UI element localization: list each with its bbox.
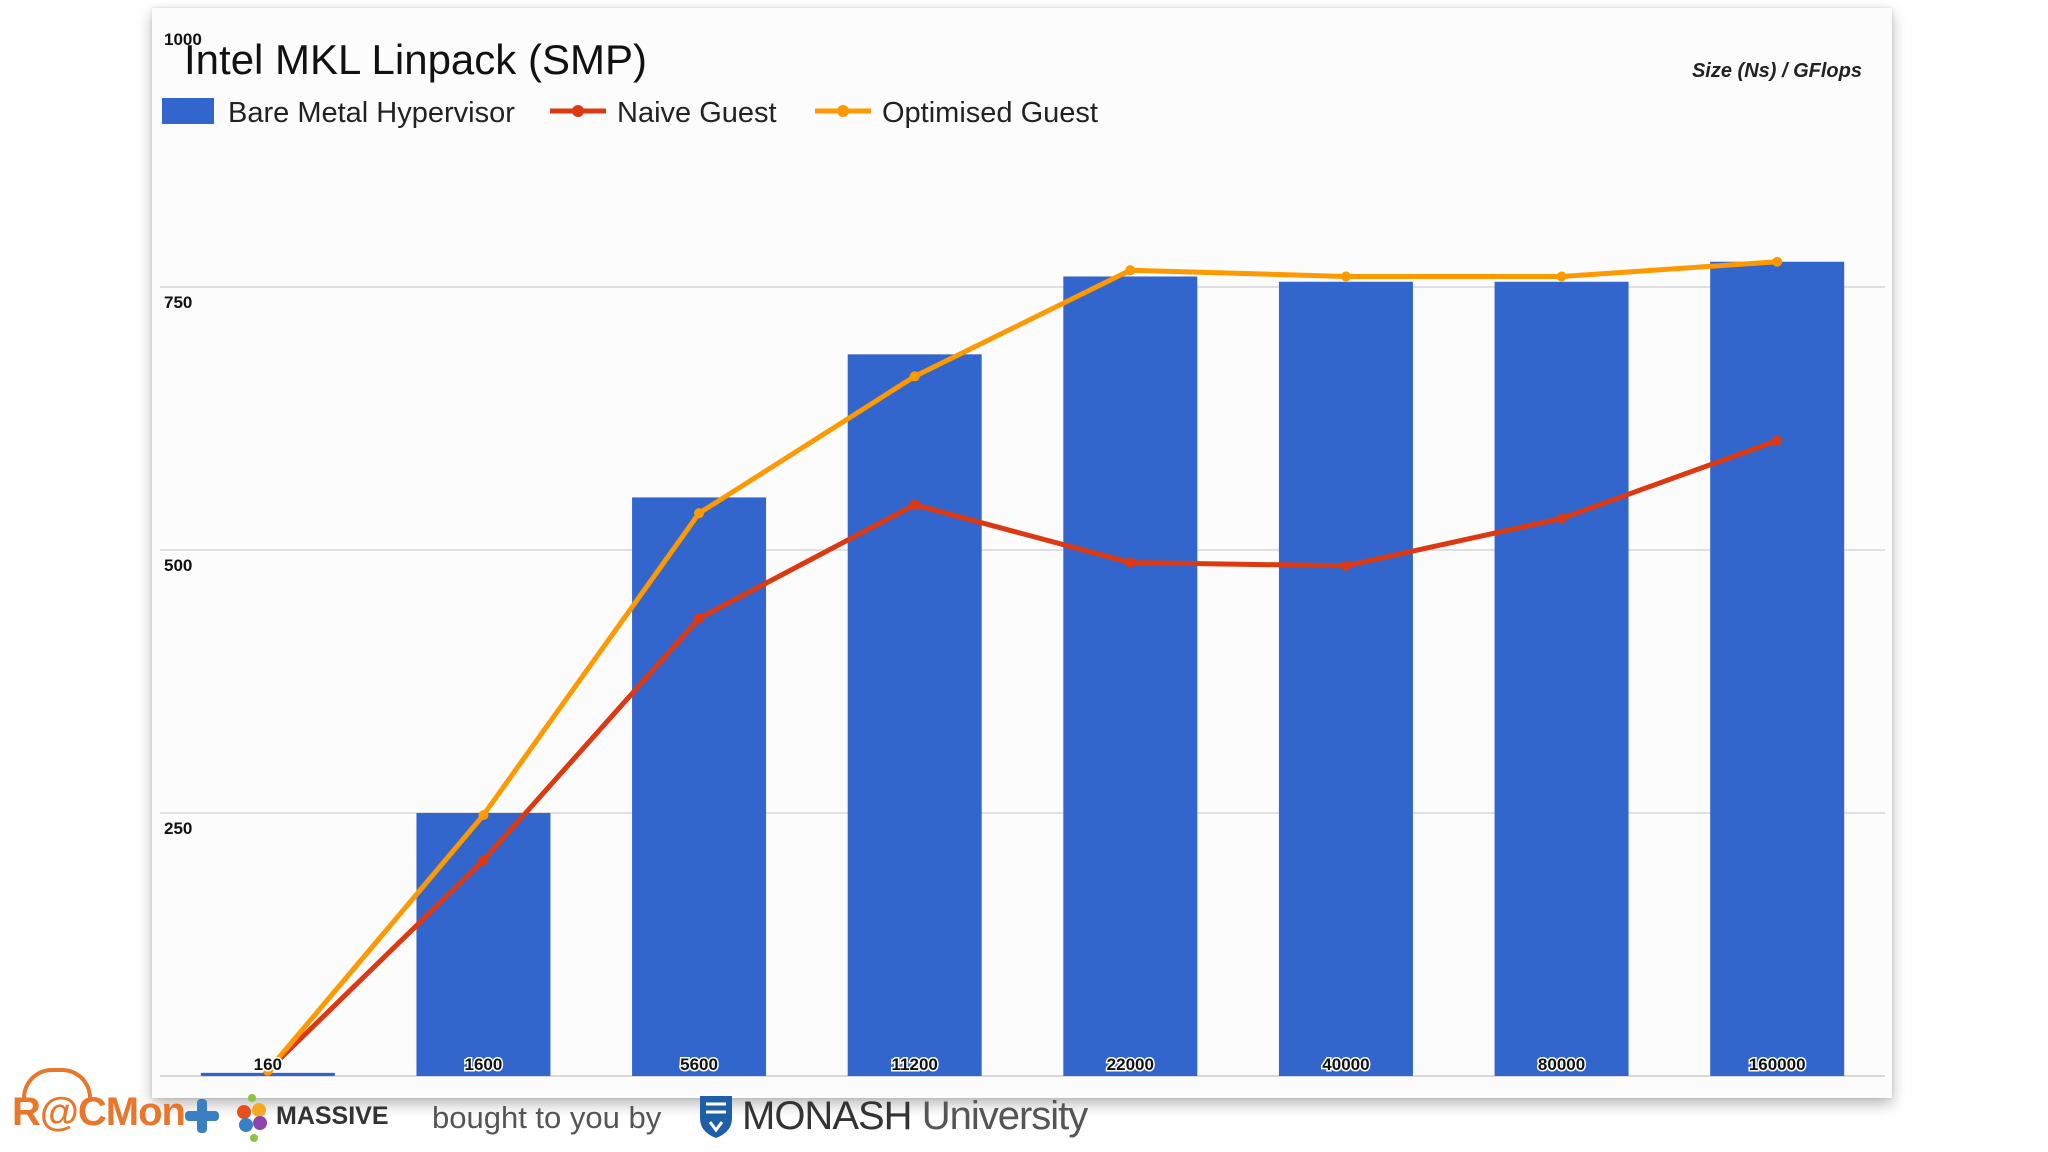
monash-crest-icon: [700, 1096, 732, 1138]
x-tick-label-5600: 5600: [680, 1055, 718, 1074]
legend: Bare Metal Hypervisor Naive Guest Optimi…: [162, 97, 1098, 129]
point-naive-guest-1600: [478, 855, 489, 866]
bar-11200: [847, 354, 982, 1076]
bar-5600: [632, 497, 767, 1076]
plus-icon: [185, 1099, 219, 1133]
legend-label-bare-metal: Bare Metal Hypervisor: [228, 97, 515, 129]
x-tick-label-40000: 40000: [1322, 1055, 1369, 1074]
point-naive-guest-5600: [694, 613, 705, 624]
legend-label-optimised-guest: Optimised Guest: [882, 97, 1098, 129]
point-naive-guest-160000: [1772, 435, 1783, 446]
x-tick-label-160000: 160000: [1749, 1055, 1806, 1074]
y-tick-label-1000: 1000: [164, 30, 202, 49]
legend-swatch-bare-metal: [162, 98, 214, 124]
legend-marker-naive-guest: [572, 105, 584, 117]
point-optimised-guest-11200: [909, 371, 920, 382]
bar-80000: [1494, 281, 1629, 1076]
point-naive-guest-40000: [1340, 560, 1351, 571]
bar-40000: [1278, 281, 1413, 1076]
axis-note: Size (Ns) / GFlops: [1692, 60, 1862, 82]
footer: R@CMon MASSIVE bought to you by MONASH U…: [0, 1060, 2048, 1152]
y-tick-label-250: 250: [164, 819, 192, 838]
bar-22000: [1063, 276, 1198, 1077]
bar-160000: [1710, 261, 1845, 1076]
line-naive-guest: [266, 438, 1779, 1073]
point-naive-guest-11200: [909, 499, 920, 510]
x-tick-label-1600: 1600: [465, 1055, 503, 1074]
monash-university-logo: MONASH University: [742, 1094, 1089, 1139]
massive-logo-icon: [237, 1094, 267, 1142]
monash-word: MONASH: [742, 1094, 913, 1138]
point-optimised-guest-22000: [1125, 265, 1136, 276]
point-optimised-guest-80000: [1556, 271, 1567, 282]
chart-title: Intel MKL Linpack (SMP): [184, 36, 647, 83]
y-tick-label-750: 750: [164, 293, 192, 312]
point-naive-guest-80000: [1556, 513, 1567, 524]
point-optimised-guest-160: [262, 1065, 273, 1076]
y-tick-label-500: 500: [164, 556, 192, 575]
x-tick-label-80000: 80000: [1538, 1055, 1585, 1074]
university-word: University: [921, 1094, 1089, 1138]
point-naive-guest-22000: [1125, 557, 1136, 568]
massive-logo-text: MASSIVE: [276, 1102, 389, 1130]
legend-label-naive-guest: Naive Guest: [617, 97, 777, 129]
point-optimised-guest-1600: [478, 810, 489, 821]
line-optimised-guest: [265, 259, 1778, 1073]
legend-marker-optimised-guest: [837, 105, 849, 117]
bar-1600: [416, 813, 551, 1076]
point-optimised-guest-40000: [1340, 271, 1351, 282]
racmon-logo: R@CMon: [12, 1090, 186, 1134]
bought-to-you-text: bought to you by: [432, 1100, 662, 1135]
x-tick-label-11200: 11200: [892, 1055, 938, 1074]
x-tick-label-22000: 22000: [1107, 1055, 1154, 1074]
x-tick-label-160: 160: [254, 1055, 282, 1074]
point-optimised-guest-160000: [1772, 256, 1783, 267]
point-optimised-guest-5600: [694, 508, 705, 519]
